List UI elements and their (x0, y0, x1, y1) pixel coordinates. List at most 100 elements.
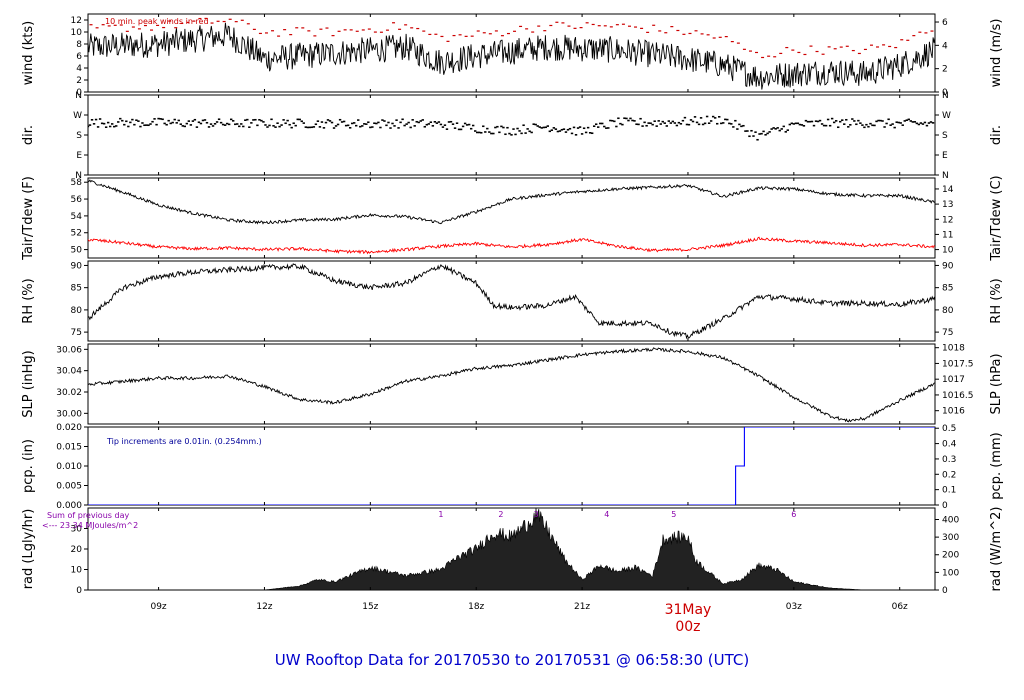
wind-left-tick-label: 0 (76, 88, 82, 98)
time-tick-label: 18z (468, 602, 484, 612)
pcp-right-tick-label: 0.4 (942, 440, 957, 450)
dir-right-tick-label: N (942, 91, 949, 101)
wind-ylabel-left: wind (kts) (21, 21, 36, 85)
rad-note-2: <--- 23.34 MJoules/m^2 (42, 521, 138, 530)
slp-frame (87, 343, 936, 425)
temp-left-tick-label: 58 (71, 178, 83, 188)
rad-left-tick-label: 10 (71, 566, 83, 576)
temp-left-tick-label: 50 (71, 246, 83, 256)
temp-ylabel-right: Tair/Tdew (C) (989, 175, 1004, 261)
panel-pcp: 0.000 0.005 0.010 0.015 0.020 0 0.1 0.2 0.3 0.4 0.… (21, 423, 1004, 511)
rh-right-tick-label: 90 (942, 261, 954, 271)
wind-right-tick-label: 2 (942, 65, 948, 75)
wind-speed-line (88, 22, 935, 90)
rad-left-tick-label: 0 (76, 586, 82, 596)
temp-ylabel-left: Tair/Tdew (F) (21, 176, 36, 261)
pcp-left-tick-label: 0.000 (56, 501, 82, 511)
pcp-left-tick-label: 0.010 (56, 462, 82, 472)
time-tick-label: 12z (256, 602, 272, 612)
dir-right-tick-label: W (942, 111, 951, 121)
radiation-area (88, 508, 935, 590)
pcp-right-tick-label: 0.5 (942, 424, 956, 434)
slp-ylabel-left: SLP (inHg) (21, 350, 36, 418)
time-tick-label: 09z (150, 602, 166, 612)
rad-mark-5: 5 (671, 510, 676, 519)
wind-left-tick-label: 12 (71, 16, 82, 26)
rh-frame (87, 260, 936, 342)
rad-ylabel-right: rad (W/m^2) (989, 507, 1004, 592)
wind-left-tick-label: 4 (76, 64, 82, 74)
rad-ylabel-left: rad (Lgly/hr) (21, 509, 36, 590)
pcp-right-tick-label: 0.3 (942, 455, 956, 465)
rh-left-tick-label: 75 (71, 328, 82, 338)
temp-plot (88, 179, 935, 255)
slp-right-tick-label: 1017 (942, 375, 965, 385)
slp-left-tick-label: 30.00 (56, 409, 82, 419)
temp-right-tick-label: 14 (942, 185, 954, 195)
temp-right-tick-label: 10 (942, 246, 954, 256)
wind-left-tick-label: 2 (76, 76, 82, 86)
wind-left-tick-label: 6 (76, 52, 82, 62)
dir-right-tick-label: N (942, 171, 949, 181)
slp-right-tick-label: 1016 (942, 407, 965, 417)
rh-line (88, 263, 935, 340)
pcp-ylabel-left: pcp. (in) (21, 439, 36, 493)
wind-right-tick-label: 4 (942, 41, 948, 51)
pcp-left-tick-label: 0.005 (56, 482, 82, 492)
rad-mark-4: 4 (604, 510, 609, 519)
slp-left-tick-label: 30.04 (56, 367, 82, 377)
wind-frame (87, 13, 936, 93)
precip-line (88, 427, 935, 505)
panel-rh: 75 80 85 90 75 80 85 90 RH (%) RH (%) (21, 260, 1004, 342)
rad-mark-1: 1 (438, 510, 443, 519)
temp-left-tick-label: 54 (71, 212, 83, 222)
time-tick-label: 21z (574, 602, 590, 612)
panel-temp: 50 52 54 56 58 10 11 12 13 14 Tair/Tdew (F) Tair/Td… (21, 175, 1004, 261)
rad-left-tick-label: 20 (71, 545, 83, 555)
slp-right-tick-label: 1017.5 (942, 359, 974, 369)
rh-right-tick-label: 85 (942, 284, 953, 294)
slp-line (88, 347, 935, 423)
wind-left-tick-label: 10 (71, 28, 83, 38)
rad-right-tick-label: 200 (942, 551, 959, 561)
panel-slp: 30.00 30.02 30.04 30.06 1016 1016.5 1017 1017.5… (21, 343, 1004, 425)
wind-right-tick-label: 0 (942, 88, 948, 98)
time-tick-label: 15z (362, 602, 378, 612)
rad-right-tick-label: 400 (942, 515, 959, 525)
slp-left-tick-label: 30.02 (56, 388, 82, 398)
temp-frame (87, 177, 936, 259)
rad-mark-2: 2 (498, 510, 503, 519)
dir-right-tick-label: E (942, 151, 948, 161)
pcp-right-tick-label: 0.2 (942, 470, 956, 480)
dir-left-tick-label: N (75, 171, 82, 181)
air-temp-line (88, 179, 935, 225)
temp-right-tick-label: 11 (942, 230, 953, 240)
temp-right-tick-label: 13 (942, 200, 953, 210)
rad-plot (88, 508, 935, 590)
day-label: 31May (665, 602, 712, 618)
time-axis: 09z 12z 15z 18z 21z 03z 06z (150, 602, 908, 612)
slp-left-tick-label: 30.06 (56, 345, 82, 355)
pcp-left-tick-label: 0.020 (56, 423, 82, 433)
rh-ylabel-right: RH (%) (989, 278, 1004, 323)
dir-ylabel-left: dir. (21, 125, 36, 145)
pcp-right-tick-label: 0 (942, 501, 948, 511)
pcp-right-tick-label: 0.1 (942, 486, 956, 496)
rh-left-tick-label: 85 (71, 284, 82, 294)
rad-mark-6: 6 (791, 510, 796, 519)
rad-left-tick-label: 30 (71, 525, 83, 535)
dir-ylabel-right: dir. (989, 125, 1004, 145)
pcp-plot (88, 427, 935, 505)
wind-left-tick-label: 8 (76, 40, 82, 50)
dir-left-tick-label: E (76, 151, 82, 161)
temp-right-tick-label: 12 (942, 215, 953, 225)
pcp-note: Tip increments are 0.01in. (0.254mm.) (106, 437, 262, 446)
rh-ylabel-left: RH (%) (21, 278, 36, 323)
pcp-ylabel-right: pcp. (mm) (989, 432, 1004, 499)
pcp-left-tick-label: 0.015 (56, 443, 82, 453)
rh-plot (88, 263, 935, 340)
dir-left-tick-label: S (76, 131, 82, 141)
